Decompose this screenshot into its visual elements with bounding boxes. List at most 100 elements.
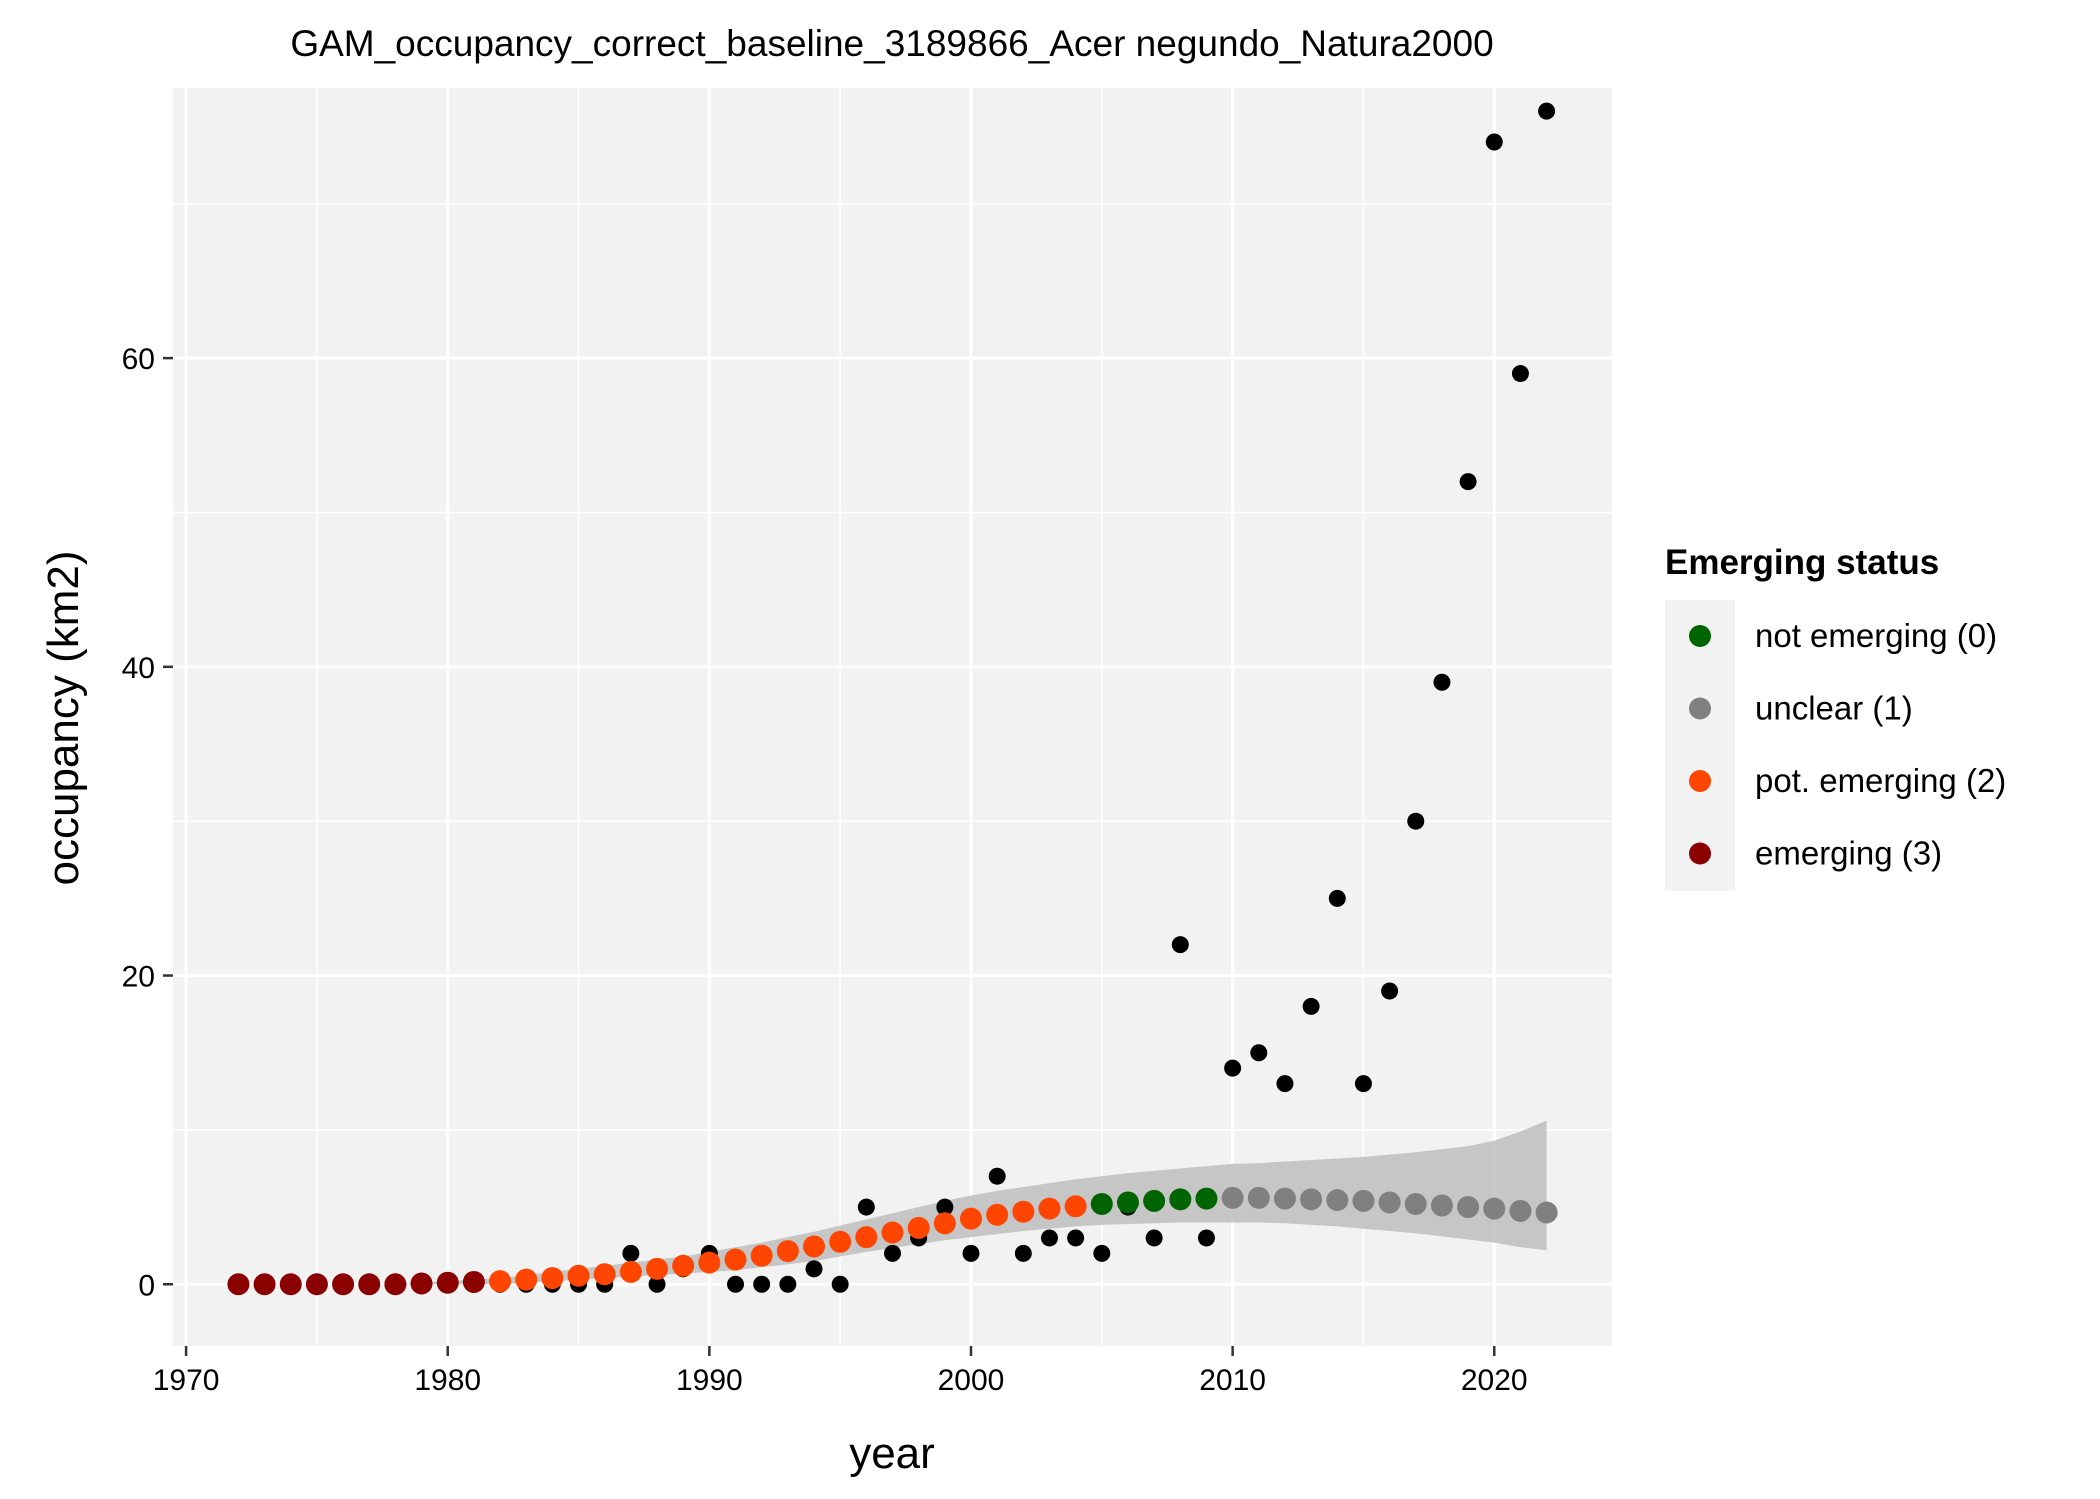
observed-point [884,1244,901,1262]
fitted-point [1430,1194,1453,1217]
fitted-point [1352,1189,1375,1212]
fitted-point [1483,1197,1506,1220]
observed-point [1538,102,1556,120]
observed-point [727,1275,745,1293]
fitted-point [1090,1192,1113,1215]
fitted-point [489,1270,512,1293]
observed-point [1433,673,1451,691]
legend-key [1689,770,1711,792]
fitted-point [646,1257,669,1280]
observed-point [648,1275,666,1293]
observed-point [1276,1075,1294,1093]
observed-point [1511,365,1529,383]
x-tick-label: 2010 [1199,1364,1266,1397]
observed-point [962,1244,980,1262]
observed-point [1014,1244,1032,1262]
observed-point [1354,1075,1372,1093]
fitted-point [462,1270,485,1293]
fitted-point [986,1203,1009,1226]
y-tick-label: 20 [122,961,155,994]
fitted-point [1509,1199,1532,1222]
observed-point [622,1244,640,1262]
fitted-point [1038,1197,1061,1220]
y-tick-label: 60 [122,343,155,376]
legend-key [1689,625,1711,647]
fitted-point [567,1264,590,1287]
fitted-point [593,1263,616,1286]
fitted-point [1064,1195,1087,1218]
observed-point [1224,1059,1242,1077]
legend-label: unclear (1) [1755,690,1913,727]
fitted-point [384,1273,407,1296]
legend-label: emerging (3) [1755,835,1942,872]
observed-point [753,1275,771,1293]
observed-point [1093,1244,1111,1262]
fitted-point [724,1248,747,1271]
fitted-point [1273,1187,1296,1210]
fitted-point [933,1212,956,1235]
observed-point [1197,1229,1215,1247]
legend-key [1689,842,1711,865]
fitted-point [436,1271,459,1294]
observed-point [831,1275,849,1293]
observed-point [1485,133,1503,151]
fitted-point [541,1267,564,1290]
fitted-point [1326,1189,1349,1212]
fitted-point [1404,1192,1427,1215]
fitted-point [1535,1201,1558,1224]
plot-panel [173,88,1612,1346]
observed-point [1145,1229,1163,1247]
fitted-points [227,1186,1558,1296]
observed-point [779,1275,797,1293]
fitted-point [332,1273,355,1296]
fitted-point [829,1230,852,1253]
fitted-point [1247,1186,1270,1209]
observed-point [1407,812,1425,830]
fitted-point [672,1254,695,1277]
observed-point [1250,1044,1268,1062]
x-tick-label: 2000 [938,1364,1005,1397]
fitted-point [1195,1187,1218,1210]
fitted-point [907,1216,930,1239]
x-axis: 1970 1980 1990 2000 2010 2020 [153,1346,1528,1397]
fitted-point [1116,1191,1139,1214]
x-tick-label: 1990 [676,1364,743,1397]
observed-point [1067,1229,1085,1247]
fitted-point [305,1273,328,1296]
fitted-point [698,1251,721,1274]
legend: Emerging status not emerging (0) unclear … [1665,543,2006,891]
observed-point [1302,997,1320,1015]
fitted-point [855,1226,878,1249]
observed-point [857,1198,875,1216]
fitted-point [515,1268,538,1291]
observed-point [805,1260,823,1278]
legend-key [1689,697,1711,720]
fitted-point [1169,1188,1192,1211]
observed-point [1171,936,1189,954]
fitted-point [227,1273,250,1296]
fitted-point [803,1235,826,1258]
legend-label: pot. emerging (2) [1755,762,2006,799]
observed-point [936,1198,954,1216]
fitted-point [1457,1196,1480,1219]
legend-entries: not emerging (0) unclear (1) pot. emerging… [1689,617,2006,872]
fitted-point [881,1221,904,1244]
fitted-point [619,1260,642,1283]
fitted-point [1221,1186,1244,1209]
observed-point [1328,889,1346,907]
x-tick-label: 1970 [153,1364,220,1397]
fitted-point [750,1244,773,1267]
x-tick-label: 2020 [1461,1364,1528,1397]
y-tick-label: 40 [122,652,155,685]
fitted-point [279,1273,302,1296]
chart-title: GAM_occupancy_correct_baseline_3189866_A… [290,23,1493,64]
observed-point [988,1167,1006,1185]
fitted-point [1300,1188,1323,1211]
grid-minor-lines [173,88,1612,1346]
y-tick-label: 0 [138,1269,155,1302]
fitted-point [253,1273,276,1296]
legend-label: not emerging (0) [1755,617,1997,654]
y-axis-label: occupancy (km2) [39,550,88,885]
fitted-point [959,1207,982,1230]
